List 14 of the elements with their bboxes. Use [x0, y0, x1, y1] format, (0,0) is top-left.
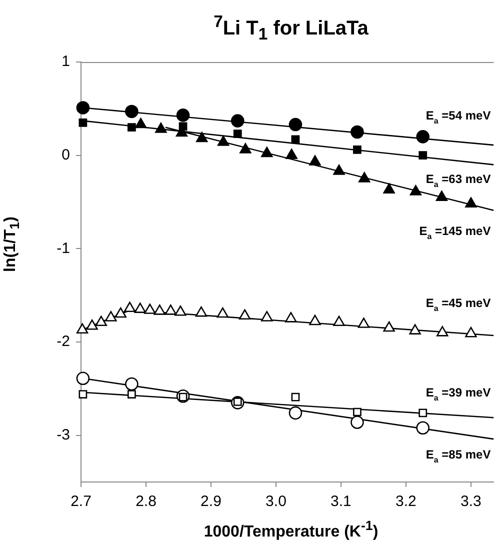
x-tick-label: 2.8 — [136, 493, 156, 510]
chart-title: $^{7}$Li T$_{1}$ for LiLaTa — [212, 12, 370, 45]
x-tick-label: 3.3 — [460, 493, 482, 510]
x-tick-label: 2.7 — [70, 493, 92, 510]
x-tick-label: 3.2 — [396, 493, 416, 510]
y-tick-label: 0 — [62, 146, 70, 164]
x-tick-label: 3.1 — [330, 493, 352, 510]
y-tick-label: -3 — [56, 426, 70, 444]
y-tick-label: -2 — [56, 333, 70, 350]
x-tick-label: 2.9 — [200, 493, 222, 510]
y-tick-label: -1 — [56, 240, 70, 257]
y-tick-label: 1 — [62, 53, 70, 70]
x-tick-label: 3.0 — [266, 493, 286, 510]
x-axis-title: 1000/Temperature (K$^{-1}$) — [202, 518, 380, 542]
